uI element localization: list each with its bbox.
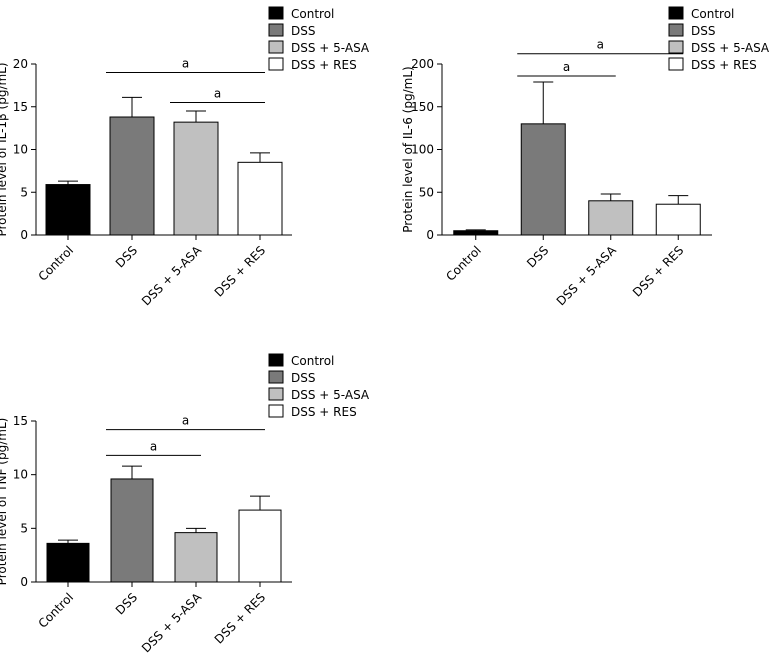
- x-tick-label: Control: [36, 590, 77, 631]
- x-tick-label: DSS + RES: [630, 243, 686, 299]
- legend-label: Control: [291, 7, 334, 21]
- y-axis-label: Protein level of TNF (pg/mL): [0, 418, 9, 586]
- chart-3: 0 5 10 15 Protein level of TNF (pg/mL) Contro…: [0, 353, 370, 656]
- legend-label: DSS: [291, 24, 315, 38]
- chart-1: 0 5 10 15 20 Protein level of IL-1β (pg/mL) Co…: [0, 6, 370, 309]
- legend-swatch: [668, 40, 684, 54]
- bar: [238, 509, 282, 583]
- legend-swatch: [268, 404, 284, 418]
- x-tick-label: DSS: [524, 243, 551, 270]
- x-tick-label: DSS + 5-ASA: [139, 243, 205, 309]
- x-tick-label: Control: [443, 243, 484, 284]
- legend-swatch: [268, 370, 284, 384]
- significance-label: a: [182, 414, 189, 428]
- significance-label: a: [597, 38, 604, 52]
- legend-label: DSS + RES: [291, 58, 357, 72]
- legend-label: DSS + 5-ASA: [291, 388, 370, 402]
- legend-label: DSS + RES: [691, 58, 757, 72]
- bar: [453, 230, 499, 236]
- legend-label: DSS: [691, 24, 715, 38]
- legend-label: Control: [691, 7, 734, 21]
- bar: [46, 542, 90, 583]
- legend-label: DSS + 5-ASA: [291, 41, 370, 55]
- y-axis-label: Protein level of IL-6 (pg/mL): [401, 66, 415, 232]
- y-tick-label: 0: [20, 228, 28, 242]
- y-tick-label: 10: [13, 143, 28, 157]
- legend: Control DSS DSS + 5-ASA DSS + RES: [268, 353, 370, 419]
- y-tick-label: 10: [13, 468, 28, 482]
- legend-swatch: [268, 40, 284, 54]
- y-tick-label: 15: [13, 100, 28, 114]
- x-tick-label: DSS + RES: [212, 243, 268, 299]
- x-tick-label: DSS + RES: [212, 590, 268, 646]
- x-tick-label: DSS: [113, 243, 140, 270]
- y-tick-label: 100: [411, 143, 434, 157]
- y-axis-label: Protein level of IL-1β (pg/mL): [0, 62, 9, 236]
- legend-label: DSS + 5-ASA: [691, 41, 769, 55]
- significance-label: a: [182, 57, 189, 71]
- bar: [655, 203, 701, 236]
- legend-swatch: [268, 57, 284, 71]
- legend-swatch: [268, 387, 284, 401]
- bar: [237, 161, 283, 236]
- significance-label: a: [214, 86, 221, 100]
- legend-swatch: [668, 6, 684, 20]
- y-tick-label: 5: [20, 185, 28, 199]
- y-tick-label: 20: [13, 57, 28, 71]
- bar: [520, 123, 566, 236]
- bar: [45, 184, 91, 236]
- y-tick-label: 15: [13, 414, 28, 428]
- y-tick-label: 50: [419, 185, 434, 199]
- legend-swatch: [268, 23, 284, 37]
- y-tick-label: 5: [20, 521, 28, 535]
- legend-swatch: [268, 353, 284, 367]
- y-tick-label: 150: [411, 100, 434, 114]
- y-tick-label: 0: [20, 575, 28, 589]
- x-tick-label: Control: [36, 243, 77, 284]
- legend-label: Control: [291, 354, 334, 368]
- x-tick-label: DSS + 5-ASA: [139, 590, 205, 656]
- legend: Control DSS DSS + 5-ASA DSS + RES: [268, 6, 370, 72]
- legend-swatch: [268, 6, 284, 20]
- bar: [174, 532, 218, 583]
- x-tick-label: DSS + 5-ASA: [554, 243, 620, 309]
- legend-label: DSS + RES: [291, 405, 357, 419]
- y-tick-label: 0: [426, 228, 434, 242]
- y-tick-label: 200: [411, 57, 434, 71]
- significance-label: a: [563, 60, 570, 74]
- legend-swatch: [668, 23, 684, 37]
- legend-swatch: [668, 57, 684, 71]
- x-tick-label: DSS: [113, 590, 140, 617]
- bar: [173, 121, 219, 236]
- bar: [588, 200, 634, 236]
- significance-label: a: [150, 439, 157, 453]
- legend-label: DSS: [291, 371, 315, 385]
- legend: Control DSS DSS + 5-ASA DSS + RES: [668, 6, 769, 72]
- bar: [110, 478, 154, 583]
- bar: [109, 116, 155, 236]
